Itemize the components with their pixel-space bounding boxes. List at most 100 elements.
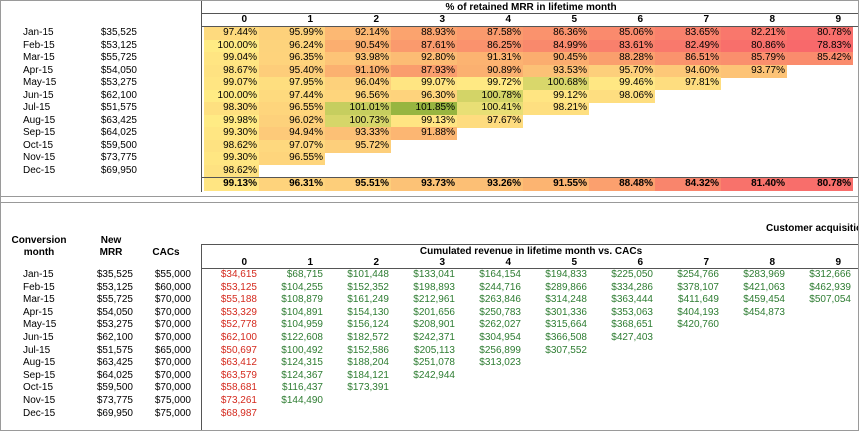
revenue-cell: $411,649 <box>678 294 719 306</box>
average-cell: 84.32% <box>655 178 721 191</box>
cac-value: $55,000 <box>154 269 191 280</box>
retention-cell: 90.89% <box>457 64 523 78</box>
column-header: 6 <box>637 14 643 25</box>
revenue-cell: $58,681 <box>220 382 257 394</box>
retention-cell: 100.00% <box>204 39 259 53</box>
revenue-cell: $156,124 <box>347 319 389 331</box>
mrr-value: $54,050 <box>96 306 133 318</box>
revenue-cell: $152,586 <box>347 344 389 356</box>
retention-cell: 93.33% <box>325 127 391 140</box>
column-header: 1 <box>307 257 313 268</box>
revenue-cell: $53,125 <box>220 281 257 293</box>
retention-cell: 78.83% <box>787 39 853 53</box>
retention-cell: 92.14% <box>325 27 391 40</box>
cac-value: $70,000 <box>154 319 191 331</box>
revenue-cell: $205,113 <box>414 344 455 356</box>
revenue-cell: $100,492 <box>281 344 323 356</box>
retention-cell: 83.61% <box>589 39 655 53</box>
line <box>201 268 858 269</box>
mrr-value: $69,950 <box>96 407 133 419</box>
average-cell: 91.55% <box>523 178 589 191</box>
column-header: 5 <box>571 257 577 268</box>
retention-cell: 96.56% <box>325 89 391 103</box>
cac-value: $75,000 <box>154 407 191 419</box>
revenue-cell: $404,193 <box>677 306 719 318</box>
retention-cell: 86.36% <box>523 27 589 40</box>
retention-cell: 83.65% <box>655 27 721 40</box>
retention-cell: 97.95% <box>259 77 325 90</box>
cac-value: $65,000 <box>154 344 191 356</box>
row-label: Aug-15 <box>23 114 56 126</box>
mrr-value: $55,725 <box>96 294 133 306</box>
revenue-cell: $459,454 <box>743 294 785 306</box>
line <box>201 13 858 14</box>
revenue-cell: $34,615 <box>220 269 257 280</box>
revenue-cell: $63,579 <box>220 369 257 381</box>
retention-cell: 97.44% <box>259 89 325 103</box>
retention-cell: 97.07% <box>259 139 325 153</box>
retention-cell: 98.06% <box>589 89 655 103</box>
average-cell: 96.31% <box>259 178 325 191</box>
line <box>201 26 858 27</box>
section-divider <box>1 196 858 197</box>
retention-cell: 99.07% <box>391 77 457 90</box>
retention-cell: 95.99% <box>259 27 325 40</box>
revenue-cell: $164,154 <box>479 269 521 280</box>
revenue-cell: $366,508 <box>545 332 587 343</box>
column-header: 5 <box>571 14 577 25</box>
retention-cell: 96.02% <box>259 114 325 128</box>
row-label: Feb-15 <box>23 39 55 51</box>
retention-cell: 96.30% <box>391 89 457 103</box>
revenue-cell: $314,248 <box>545 294 587 306</box>
row-label: Aug-15 <box>23 357 56 369</box>
revenue-cell: $301,336 <box>545 306 587 318</box>
average-cell: 99.13% <box>204 178 259 191</box>
revenue-cell: $182,572 <box>347 332 389 343</box>
row-label: Jun-15 <box>23 332 54 343</box>
average-cell: 81.40% <box>721 178 787 191</box>
revenue-cell: $161,249 <box>347 294 389 306</box>
retention-cell: 96.24% <box>259 39 325 53</box>
cac-value: $70,000 <box>154 332 191 343</box>
row-label: Oct-15 <box>23 139 54 151</box>
column-header: 7 <box>703 14 709 25</box>
revenue-cell: $101,448 <box>347 269 389 280</box>
column-header: 4 <box>505 14 511 25</box>
revenue-cell: $68,715 <box>286 269 323 280</box>
retention-cell: 98.21% <box>523 102 589 115</box>
mrr-value: $51,575 <box>96 344 133 356</box>
section-title: % of retained MRR in lifetime month <box>445 2 617 13</box>
retention-cell: 82.49% <box>655 39 721 53</box>
column-header: 4 <box>505 257 511 268</box>
mrr-value: $53,275 <box>96 319 133 331</box>
mrr-value: $73,775 <box>100 152 137 163</box>
column-header: 9 <box>835 257 841 268</box>
revenue-cell: $427,403 <box>611 332 653 343</box>
section-divider <box>1 202 858 203</box>
row-label: Mar-15 <box>23 52 55 63</box>
revenue-cell: $73,261 <box>220 395 257 406</box>
cac-value: $70,000 <box>154 306 191 318</box>
revenue-cell: $256,899 <box>479 344 521 356</box>
revenue-cell: $116,437 <box>282 382 323 394</box>
column-header: 9 <box>835 14 841 25</box>
revenue-cell: $225,050 <box>611 269 653 280</box>
retention-cell: 88.28% <box>589 52 655 65</box>
revenue-cell: $50,697 <box>220 344 257 356</box>
revenue-cell: $421,063 <box>743 281 785 293</box>
retention-cell: 97.81% <box>655 77 721 90</box>
column-header: 8 <box>769 14 775 25</box>
retention-cell: 96.04% <box>325 77 391 90</box>
retention-cell: 82.21% <box>721 27 787 40</box>
retention-cell: 95.70% <box>589 64 655 78</box>
retention-cell: 92.80% <box>391 52 457 65</box>
revenue-cell: $63,412 <box>220 357 257 369</box>
row-label: Oct-15 <box>23 382 54 394</box>
revenue-cell: $124,315 <box>281 357 323 369</box>
mrr-value: $59,500 <box>96 382 133 394</box>
row-label: Mar-15 <box>23 294 55 306</box>
line <box>201 244 858 245</box>
retention-cell: 98.30% <box>204 102 259 115</box>
revenue-cell: $420,760 <box>677 319 719 331</box>
